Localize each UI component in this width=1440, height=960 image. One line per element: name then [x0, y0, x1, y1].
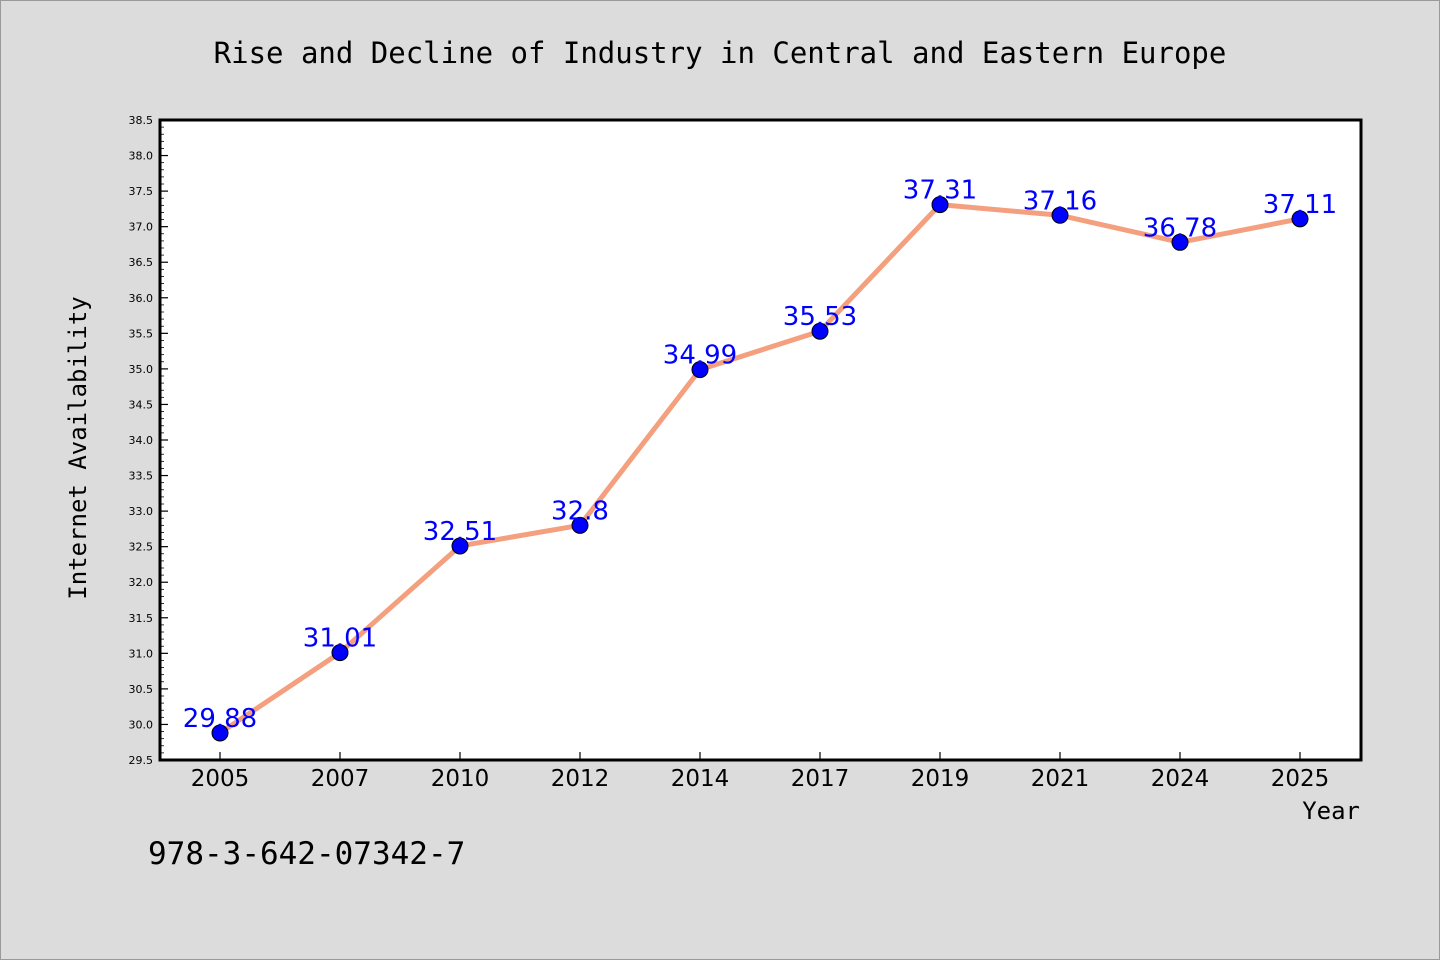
- data-point: [571, 516, 589, 534]
- x-tick-label: 2017: [791, 766, 850, 792]
- x-tick-label: 2024: [1151, 766, 1210, 792]
- x-tick-label: 2019: [911, 766, 970, 792]
- data-point: [931, 196, 949, 214]
- chart-title: Rise and Decline of Industry in Central …: [214, 36, 1227, 70]
- data-label-layer: 29.88 31.01 32.51 32.8 34.99 35.53 37.31 37.16 3…: [183, 176, 1337, 734]
- x-axis: 2005 2007 2010 2012 2014 2017 2019 2021 2024 2025: [191, 752, 1330, 792]
- y-tick-label: 30.5: [129, 683, 154, 696]
- y-tick-label: 37.0: [129, 221, 154, 234]
- data-point: [331, 644, 349, 662]
- x-tick-label: 2010: [431, 766, 490, 792]
- data-point: [691, 361, 709, 379]
- data-label: 29.88: [183, 704, 257, 734]
- y-tick-label: 33.5: [129, 470, 154, 483]
- y-tick-label: 32.0: [129, 576, 154, 589]
- data-label: 36.78: [1143, 213, 1217, 243]
- y-axis-label: Internet Availability: [64, 296, 92, 599]
- y-tick-label: 34.0: [129, 434, 154, 447]
- data-point: [211, 724, 229, 742]
- plot-area: [158, 118, 1363, 762]
- x-tick-label: 2005: [191, 766, 250, 792]
- y-axis: 29.5 30.0 30.5 31.0 31.5 32.0 32.5 33.0 33.5 34.0…: [129, 114, 168, 767]
- data-point: [451, 537, 469, 555]
- y-tick-label: 35.0: [129, 363, 154, 376]
- x-axis-label: Year: [1302, 797, 1360, 825]
- y-tick-label: 36.5: [129, 256, 154, 269]
- y-tick-label: 34.5: [129, 398, 154, 411]
- data-label: 35.53: [783, 302, 857, 332]
- data-point: [1051, 206, 1069, 224]
- series-layer: [211, 196, 1309, 742]
- data-label: 37.11: [1263, 190, 1337, 220]
- y-tick-label: 38.5: [129, 114, 154, 127]
- x-tick-label: 2025: [1271, 766, 1330, 792]
- data-point: [811, 322, 829, 340]
- data-label: 31.01: [303, 624, 377, 654]
- y-tick-label: 30.0: [129, 718, 154, 731]
- data-label: 32.8: [551, 496, 609, 526]
- data-label: 32.51: [423, 517, 497, 547]
- y-tick-label: 35.5: [129, 327, 154, 340]
- isbn-annotation: 978-3-642-07342-7: [148, 836, 465, 872]
- x-tick-label: 2021: [1031, 766, 1090, 792]
- y-tick-label: 32.5: [129, 541, 154, 554]
- data-label: 37.16: [1023, 186, 1097, 216]
- x-tick-label: 2007: [311, 766, 370, 792]
- y-tick-label: 31.5: [129, 612, 154, 625]
- y-tick-label: 31.0: [129, 647, 154, 660]
- y-tick-label: 38.0: [129, 150, 154, 163]
- data-point: [1171, 233, 1189, 251]
- data-label: 34.99: [663, 341, 737, 371]
- data-point: [1291, 210, 1309, 228]
- data-label: 37.31: [903, 176, 977, 206]
- y-tick-label: 29.5: [129, 754, 154, 767]
- y-tick-label: 33.0: [129, 505, 154, 518]
- series-line: [217, 202, 1303, 736]
- y-tick-label: 36.0: [129, 292, 154, 305]
- x-tick-label: 2014: [671, 766, 730, 792]
- x-tick-label: 2012: [551, 766, 610, 792]
- y-tick-label: 37.5: [129, 185, 154, 198]
